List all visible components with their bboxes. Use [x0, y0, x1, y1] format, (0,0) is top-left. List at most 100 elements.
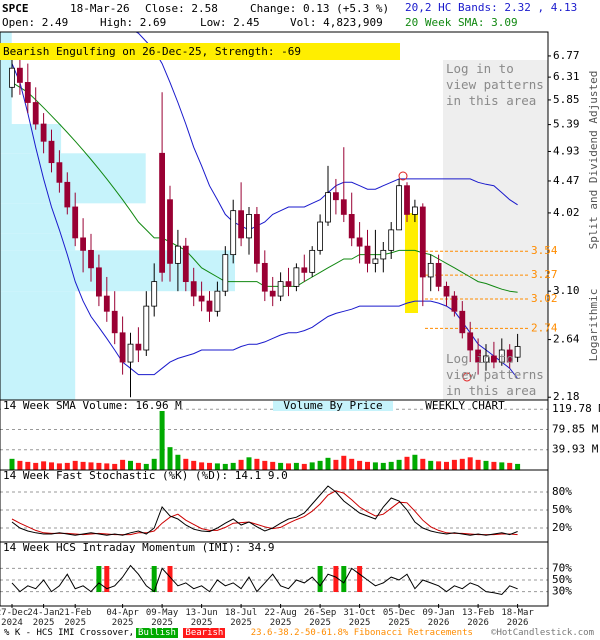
imi-line — [11, 564, 518, 596]
candle-body — [182, 245, 189, 283]
volume-bar — [436, 461, 442, 470]
y-tick-label: 70% — [552, 561, 572, 574]
volume-bar — [128, 460, 133, 470]
volume-bar — [467, 457, 473, 470]
copyright: ©HotCandlestick.com — [491, 628, 594, 638]
y-tick-label: 119.78 M — [552, 402, 600, 415]
candle-body — [380, 249, 387, 260]
volume-bar — [230, 462, 236, 470]
high: High: 2.69 — [100, 16, 166, 29]
bullish-crossover — [341, 566, 347, 592]
volume-bar — [459, 458, 465, 470]
volume-bar — [17, 460, 23, 470]
pattern-banner: Bearish Engulfing on 26-Dec-25, Strength… — [3, 45, 301, 58]
candle-body — [427, 262, 434, 278]
y-tick-label: 4.02 — [553, 206, 580, 219]
volume-bar — [507, 462, 513, 470]
volume-bar — [80, 461, 86, 470]
volume-bar — [380, 462, 386, 470]
y-tick-label: 79.85 M — [552, 422, 599, 435]
bearish-crossover — [167, 566, 173, 592]
x-tick-label: 13-Jun 2025 — [185, 608, 218, 628]
candle-body — [135, 343, 142, 351]
volume-bar — [135, 462, 141, 470]
title-bg — [1, 471, 269, 481]
volume-bar — [207, 462, 212, 470]
volume-bar — [222, 463, 228, 470]
candle-body — [64, 181, 71, 208]
volume-bar — [341, 455, 347, 470]
upper-band — [11, 32, 518, 231]
fib-label: 3.02 — [531, 292, 558, 305]
candle-body — [48, 140, 55, 164]
x-tick-label: 18-Jul 2025 — [224, 608, 258, 628]
volume-bar — [317, 460, 323, 470]
candle-body — [293, 267, 300, 287]
candle-body — [285, 281, 292, 287]
volume-bar — [56, 463, 62, 470]
candle-body — [167, 199, 173, 264]
volume-bar — [151, 458, 157, 470]
volume-bar — [404, 456, 410, 470]
volume-bar — [278, 462, 284, 470]
stochastic-title: 14 Week Fast Stochastic (%K) (%D): 14.1 … — [3, 469, 288, 482]
candle-body — [206, 300, 213, 312]
volume-by-price-bar — [0, 291, 76, 400]
candle-body — [103, 295, 110, 312]
volume-bar — [238, 459, 244, 470]
y-tick-label: 6.31 — [553, 70, 580, 83]
volume-bar — [64, 462, 70, 470]
overlay: SPCE 18-Mar-26 Close: 2.58 Change: 0.13 … — [0, 1, 600, 608]
candle-body — [24, 82, 31, 103]
candle-body — [127, 343, 134, 363]
title-bg — [1, 543, 253, 553]
y-tick-label: 2.18 — [553, 390, 580, 403]
volume-bar — [49, 462, 54, 470]
fib-label: 2.74 — [531, 321, 558, 334]
candle-body — [238, 210, 245, 239]
volume-title: 14 Week SMA Volume: 16.96 M — [3, 399, 182, 412]
candle-body — [309, 249, 316, 273]
volume-bar — [33, 462, 39, 470]
volume-by-price-bar — [0, 233, 76, 251]
fib-label: 3.27 — [531, 268, 558, 281]
volume-bar — [444, 461, 449, 470]
candle-body — [372, 258, 379, 264]
volume-by-price-bar — [0, 203, 76, 234]
candle-body — [119, 332, 126, 363]
imi-title: 14 Week HCS Intraday Momentum (IMI): 34.… — [3, 541, 275, 554]
candle-body — [111, 310, 118, 334]
candle-body — [88, 249, 94, 269]
x-tick-label: 22-Aug 2025 — [264, 608, 297, 628]
candle-body — [490, 355, 497, 363]
change: Change: 0.13 (+5.3 %) — [250, 2, 389, 15]
weekly-label: WEEKLY CHART — [425, 399, 505, 412]
bearish-crossover — [357, 566, 363, 592]
candle-body — [96, 267, 102, 297]
bearish-crossover — [104, 566, 110, 592]
volume-bar — [96, 462, 102, 470]
volume-bar — [428, 460, 434, 470]
candle-body — [411, 206, 418, 215]
y-tick-label: 80% — [552, 485, 572, 498]
date: 18-Mar-26 — [70, 2, 130, 15]
candle-body — [151, 281, 158, 307]
x-tick-label: 09-May 2025 — [145, 608, 179, 628]
volume-bar — [420, 458, 426, 470]
candle-body — [174, 245, 181, 264]
candle-body — [159, 152, 166, 273]
volume-bar — [357, 460, 363, 470]
volume-bar — [9, 458, 15, 470]
candle-body — [348, 214, 355, 239]
footer: % K - HCS IMI Crossover, Bullish Bearish … — [2, 628, 598, 639]
candle-body — [246, 214, 252, 239]
y-tick-label: 2.64 — [553, 333, 580, 346]
imi-frame — [0, 541, 549, 607]
candle-body — [277, 281, 284, 297]
volume-bar — [301, 463, 307, 470]
volume-bar — [293, 462, 299, 470]
candle-body — [222, 254, 229, 292]
locked-note: Log in to view patterns in this area — [446, 61, 544, 108]
y-tick-label: 30% — [552, 585, 572, 598]
